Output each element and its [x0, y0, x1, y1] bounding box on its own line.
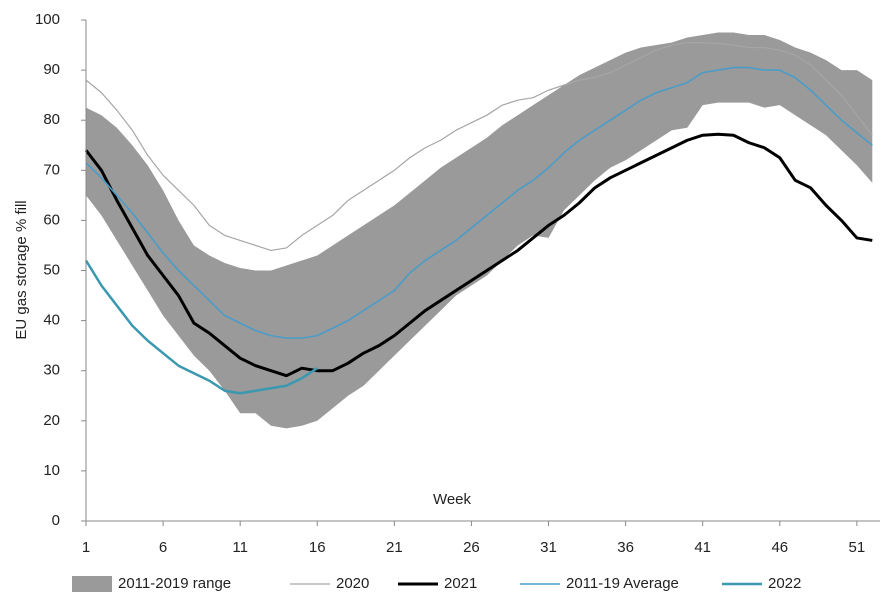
line [84, 259, 318, 395]
legend-label: 2011-2019 range [118, 575, 231, 592]
x-tick-label: 41 [694, 539, 711, 556]
line [85, 66, 873, 339]
x-tick-label: 21 [386, 539, 403, 556]
y-tick-label: 20 [43, 412, 60, 429]
line [85, 41, 873, 252]
legend-label: 2011-19 Average [566, 575, 679, 592]
y-tick-label: 60 [43, 211, 60, 228]
legend-swatch [72, 576, 112, 592]
range-band [86, 32, 873, 429]
x-tick-label: 31 [540, 539, 557, 556]
line [84, 132, 873, 378]
x-tick-label: 36 [617, 539, 634, 556]
y-axis-label: EU gas storage % fill [13, 200, 30, 339]
x-tick-label: 6 [159, 539, 167, 556]
x-tick-label: 46 [771, 539, 788, 556]
y-tick-label: 40 [43, 312, 60, 329]
y-tick-label: 80 [43, 111, 60, 128]
legend-label: 2020 [336, 575, 369, 592]
legend-label: 2021 [444, 575, 477, 592]
legend-label: 2022 [768, 575, 801, 592]
x-tick-label: 16 [309, 539, 326, 556]
y-tick-label: 0 [52, 512, 60, 529]
x-tick-label: 11 [232, 539, 248, 556]
y-tick-label: 70 [43, 161, 60, 178]
x-tick-label: 26 [463, 539, 480, 556]
y-tick-label: 10 [43, 462, 60, 479]
x-tick-label: 51 [849, 539, 866, 556]
y-tick-label: 100 [35, 11, 60, 28]
x-tick-label: 1 [82, 539, 90, 556]
y-tick-label: 90 [43, 61, 60, 78]
y-tick-label: 30 [43, 362, 60, 379]
y-tick-label: 50 [43, 261, 60, 278]
x-axis-label: Week [433, 491, 472, 508]
